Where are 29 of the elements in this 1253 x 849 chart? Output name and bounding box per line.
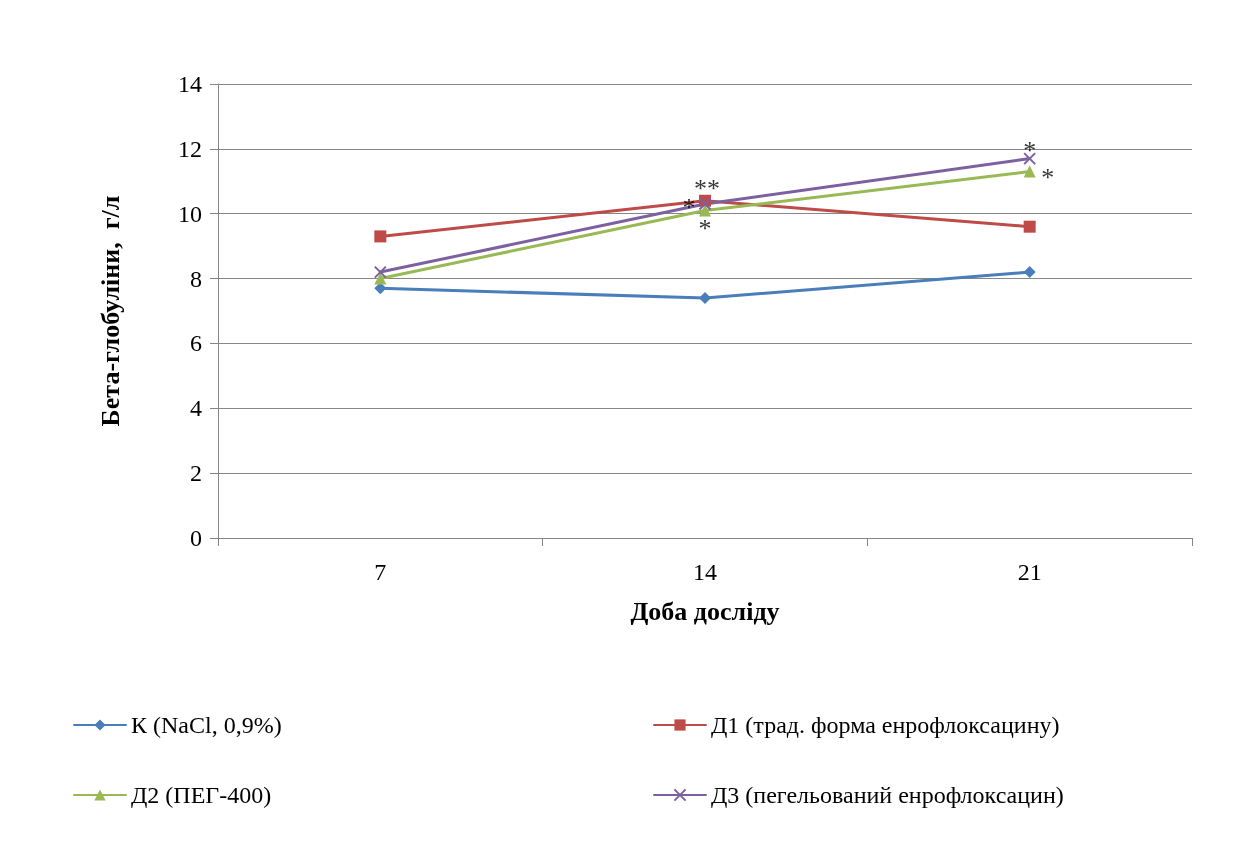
- y-tick-label: 2: [190, 460, 202, 487]
- annotation: *: [698, 213, 712, 243]
- point: [1023, 266, 1036, 279]
- point: [698, 197, 712, 211]
- x-tick-label: 7: [374, 559, 387, 585]
- legend-label: Д3 (пегельований енрофлоксацин): [711, 782, 1064, 808]
- point: [373, 265, 387, 279]
- point: [374, 230, 387, 243]
- y-tick-label: 6: [190, 330, 202, 357]
- y-tick-label: 4: [190, 395, 202, 422]
- point: [1023, 220, 1036, 233]
- legend-label: К (NaCl, 0,9%): [131, 712, 282, 738]
- legend-label: Д1 (трад. форма енрофлоксацину): [711, 712, 1060, 738]
- point: [699, 204, 711, 217]
- annotation: **: [694, 174, 720, 204]
- x-tick-label: 14: [693, 559, 717, 585]
- y-tick-label: 14: [178, 71, 202, 97]
- point: [699, 292, 711, 305]
- point: [1023, 165, 1036, 178]
- y-tick-label: 12: [178, 135, 202, 162]
- legend-label: Д2 (ПЕГ-400): [131, 782, 272, 808]
- annotation: *: [1041, 163, 1055, 193]
- y-tick-label: 0: [190, 525, 202, 551]
- y-tick-label: 8: [190, 265, 202, 292]
- x-tick-label: 21: [1017, 559, 1042, 585]
- y-axis-title: Бета-глобуліни, г/л: [95, 195, 125, 427]
- x-axis-title: Доба досліду: [630, 596, 780, 626]
- y-tick-label: 10: [178, 200, 202, 227]
- point: [374, 272, 387, 285]
